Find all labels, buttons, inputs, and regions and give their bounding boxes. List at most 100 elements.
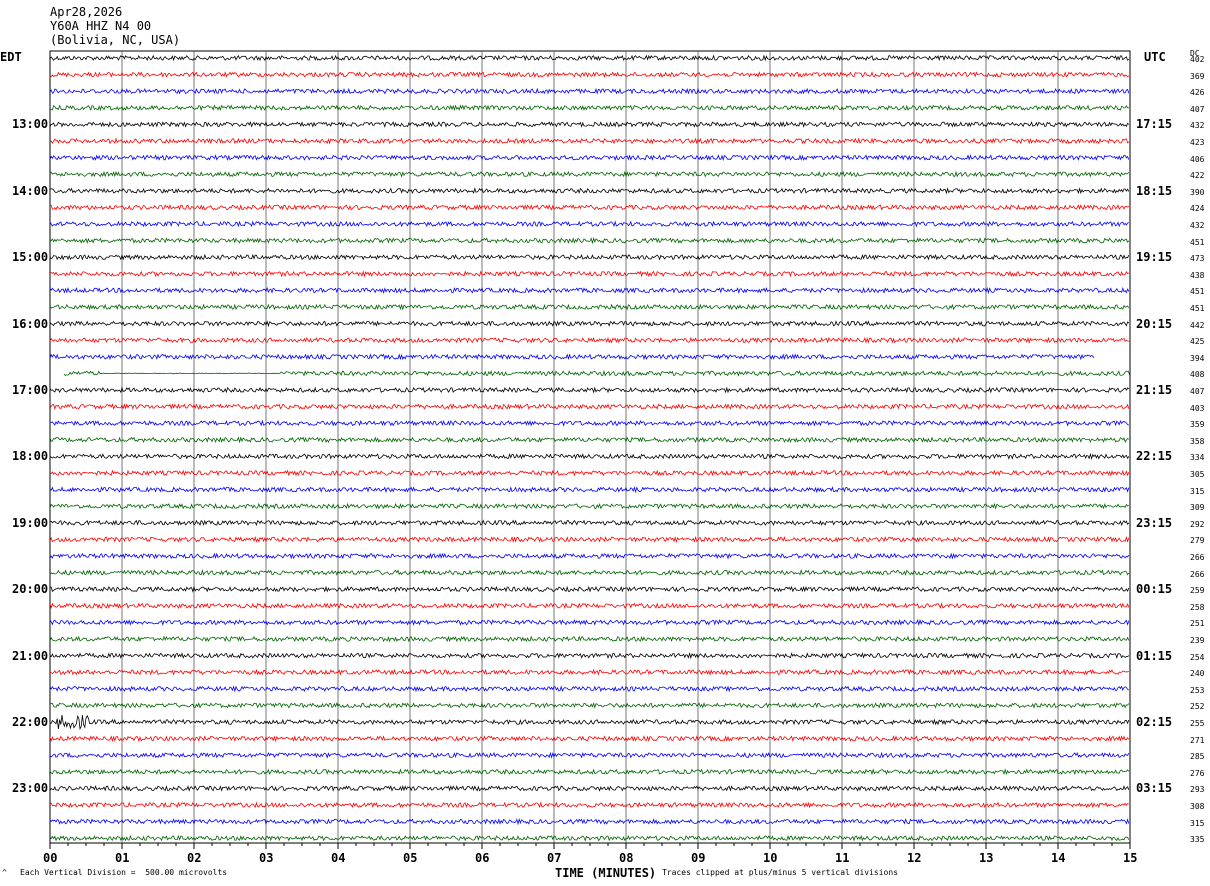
dc-offset-label: 422 — [1190, 171, 1205, 181]
trace-line — [49, 818, 1130, 826]
x-tick-label: 03 — [259, 851, 274, 865]
dc-offset-label: 252 — [1190, 702, 1205, 712]
dc-offset-label: 358 — [1190, 436, 1205, 446]
dc-offset-label: 451 — [1190, 237, 1205, 247]
dc-offset-label: 255 — [1190, 719, 1205, 728]
trace-line — [49, 104, 1129, 112]
right-hour-label: 22:15 — [1136, 449, 1173, 464]
trace-line — [49, 469, 1130, 477]
dc-offset-label: 424 — [1190, 204, 1205, 214]
dc-offset-label: 305 — [1190, 470, 1205, 479]
left-hour-label: 23:00 — [12, 781, 49, 796]
trace-line — [49, 751, 1130, 759]
dc-offset-label: 423 — [1190, 138, 1205, 147]
x-tick-label: 00 — [43, 851, 58, 865]
dc-offset-label: 407 — [1190, 387, 1205, 396]
dc-offset-label: 408 — [1190, 370, 1205, 380]
dc-offset-label: 403 — [1190, 403, 1205, 413]
dc-offset-label: 254 — [1190, 652, 1205, 662]
left-hour-label: 19:00 — [12, 515, 49, 530]
left-hour-label: 21:00 — [12, 648, 49, 663]
trace-line — [49, 685, 1130, 693]
x-tick-label: 02 — [187, 851, 202, 865]
dc-offset-label: 271 — [1190, 735, 1205, 745]
trace-line — [49, 403, 1130, 410]
left-timezone-label: EDT — [0, 50, 22, 64]
trace-line — [49, 336, 1129, 344]
division-scale-note: Each Vertical Division = 500.00 microvol… — [20, 868, 228, 877]
station-location: (Bolivia, NC, USA) — [50, 33, 181, 47]
x-axis-title: TIME (MINUTES) — [555, 866, 657, 880]
trace-line — [49, 320, 1130, 328]
dc-offset-label: 407 — [1190, 104, 1205, 114]
right-hour-label: 19:15 — [1136, 250, 1173, 265]
trace-line — [49, 54, 1130, 62]
trace-line — [49, 253, 1130, 261]
plot-date: Apr28,2026 — [50, 5, 123, 19]
clipping-note: Traces clipped at plus/minus 5 vertical … — [662, 868, 899, 877]
left-hour-label: 13:00 — [12, 117, 49, 132]
trace-line — [49, 270, 1130, 278]
trace-line — [63, 369, 1130, 377]
trace-line — [49, 768, 1130, 776]
left-hour-label: 14:00 — [12, 183, 49, 198]
dc-offset-label: 432 — [1190, 121, 1205, 131]
trace-line — [49, 187, 1130, 195]
trace-line — [49, 386, 1130, 394]
right-hour-label: 00:15 — [1136, 582, 1173, 597]
x-tick-label: 11 — [835, 851, 850, 865]
trace-line — [49, 502, 1130, 510]
x-tick-label: 05 — [403, 851, 418, 865]
dc-offset-label: 258 — [1190, 602, 1205, 612]
dc-offset-label: 451 — [1190, 304, 1205, 313]
dc-offset-label: 359 — [1190, 420, 1205, 430]
x-tick-label: 08 — [619, 851, 634, 865]
left-hour-label: 20:00 — [12, 582, 49, 597]
trace-line — [49, 715, 1130, 731]
dc-offset-label: 390 — [1190, 187, 1205, 197]
trace-line — [49, 652, 1130, 660]
dc-offset-label: 426 — [1190, 88, 1205, 98]
dc-offset-label: 335 — [1190, 835, 1205, 845]
trace-line — [49, 137, 1130, 145]
dc-offset-label: 394 — [1190, 353, 1205, 363]
dc-offset-label: 315 — [1190, 818, 1205, 828]
dc-offset-label: 266 — [1190, 553, 1205, 562]
trace-line — [49, 436, 1130, 444]
dc-offset-label: 432 — [1190, 221, 1205, 230]
dc-offset-label: 402 — [1190, 55, 1205, 64]
trace-line — [49, 452, 1130, 461]
right-hour-label: 01:15 — [1136, 648, 1173, 663]
dc-offset-label: 276 — [1190, 768, 1205, 778]
x-tick-label: 06 — [475, 851, 490, 865]
trace-line — [49, 618, 1130, 627]
trace-line — [49, 519, 1130, 527]
trace-line — [49, 220, 1129, 228]
trace-line — [49, 170, 1130, 178]
x-tick-label: 04 — [331, 851, 346, 865]
dc-offset-label: 309 — [1190, 503, 1205, 513]
dc-offset-label: 369 — [1190, 71, 1205, 81]
trace-line — [49, 552, 1130, 560]
trace-line — [49, 569, 1130, 576]
right-hour-label: 03:15 — [1136, 781, 1173, 796]
right-hour-label: 23:15 — [1136, 515, 1173, 530]
dc-offset-label: 308 — [1190, 802, 1205, 811]
trace-line — [49, 204, 1129, 211]
dc-offset-label: 266 — [1190, 569, 1205, 579]
trace-line — [49, 71, 1130, 79]
trace-line — [49, 303, 1130, 311]
x-tick-label: 09 — [691, 851, 706, 865]
left-hour-label: 17:00 — [12, 383, 49, 397]
dc-offset-label: 293 — [1190, 785, 1205, 795]
right-hour-label: 21:15 — [1136, 383, 1173, 397]
dc-offset-label: 473 — [1190, 254, 1205, 264]
trace-line — [49, 87, 1130, 95]
dc-column-label: DC — [1190, 49, 1200, 58]
dc-offset-label: 438 — [1190, 270, 1205, 280]
trace-line — [49, 286, 1130, 295]
station-id: Y60A HHZ N4 00 — [50, 19, 152, 33]
dc-offset-label: 334 — [1190, 453, 1205, 463]
x-tick-label: 13 — [979, 851, 994, 865]
